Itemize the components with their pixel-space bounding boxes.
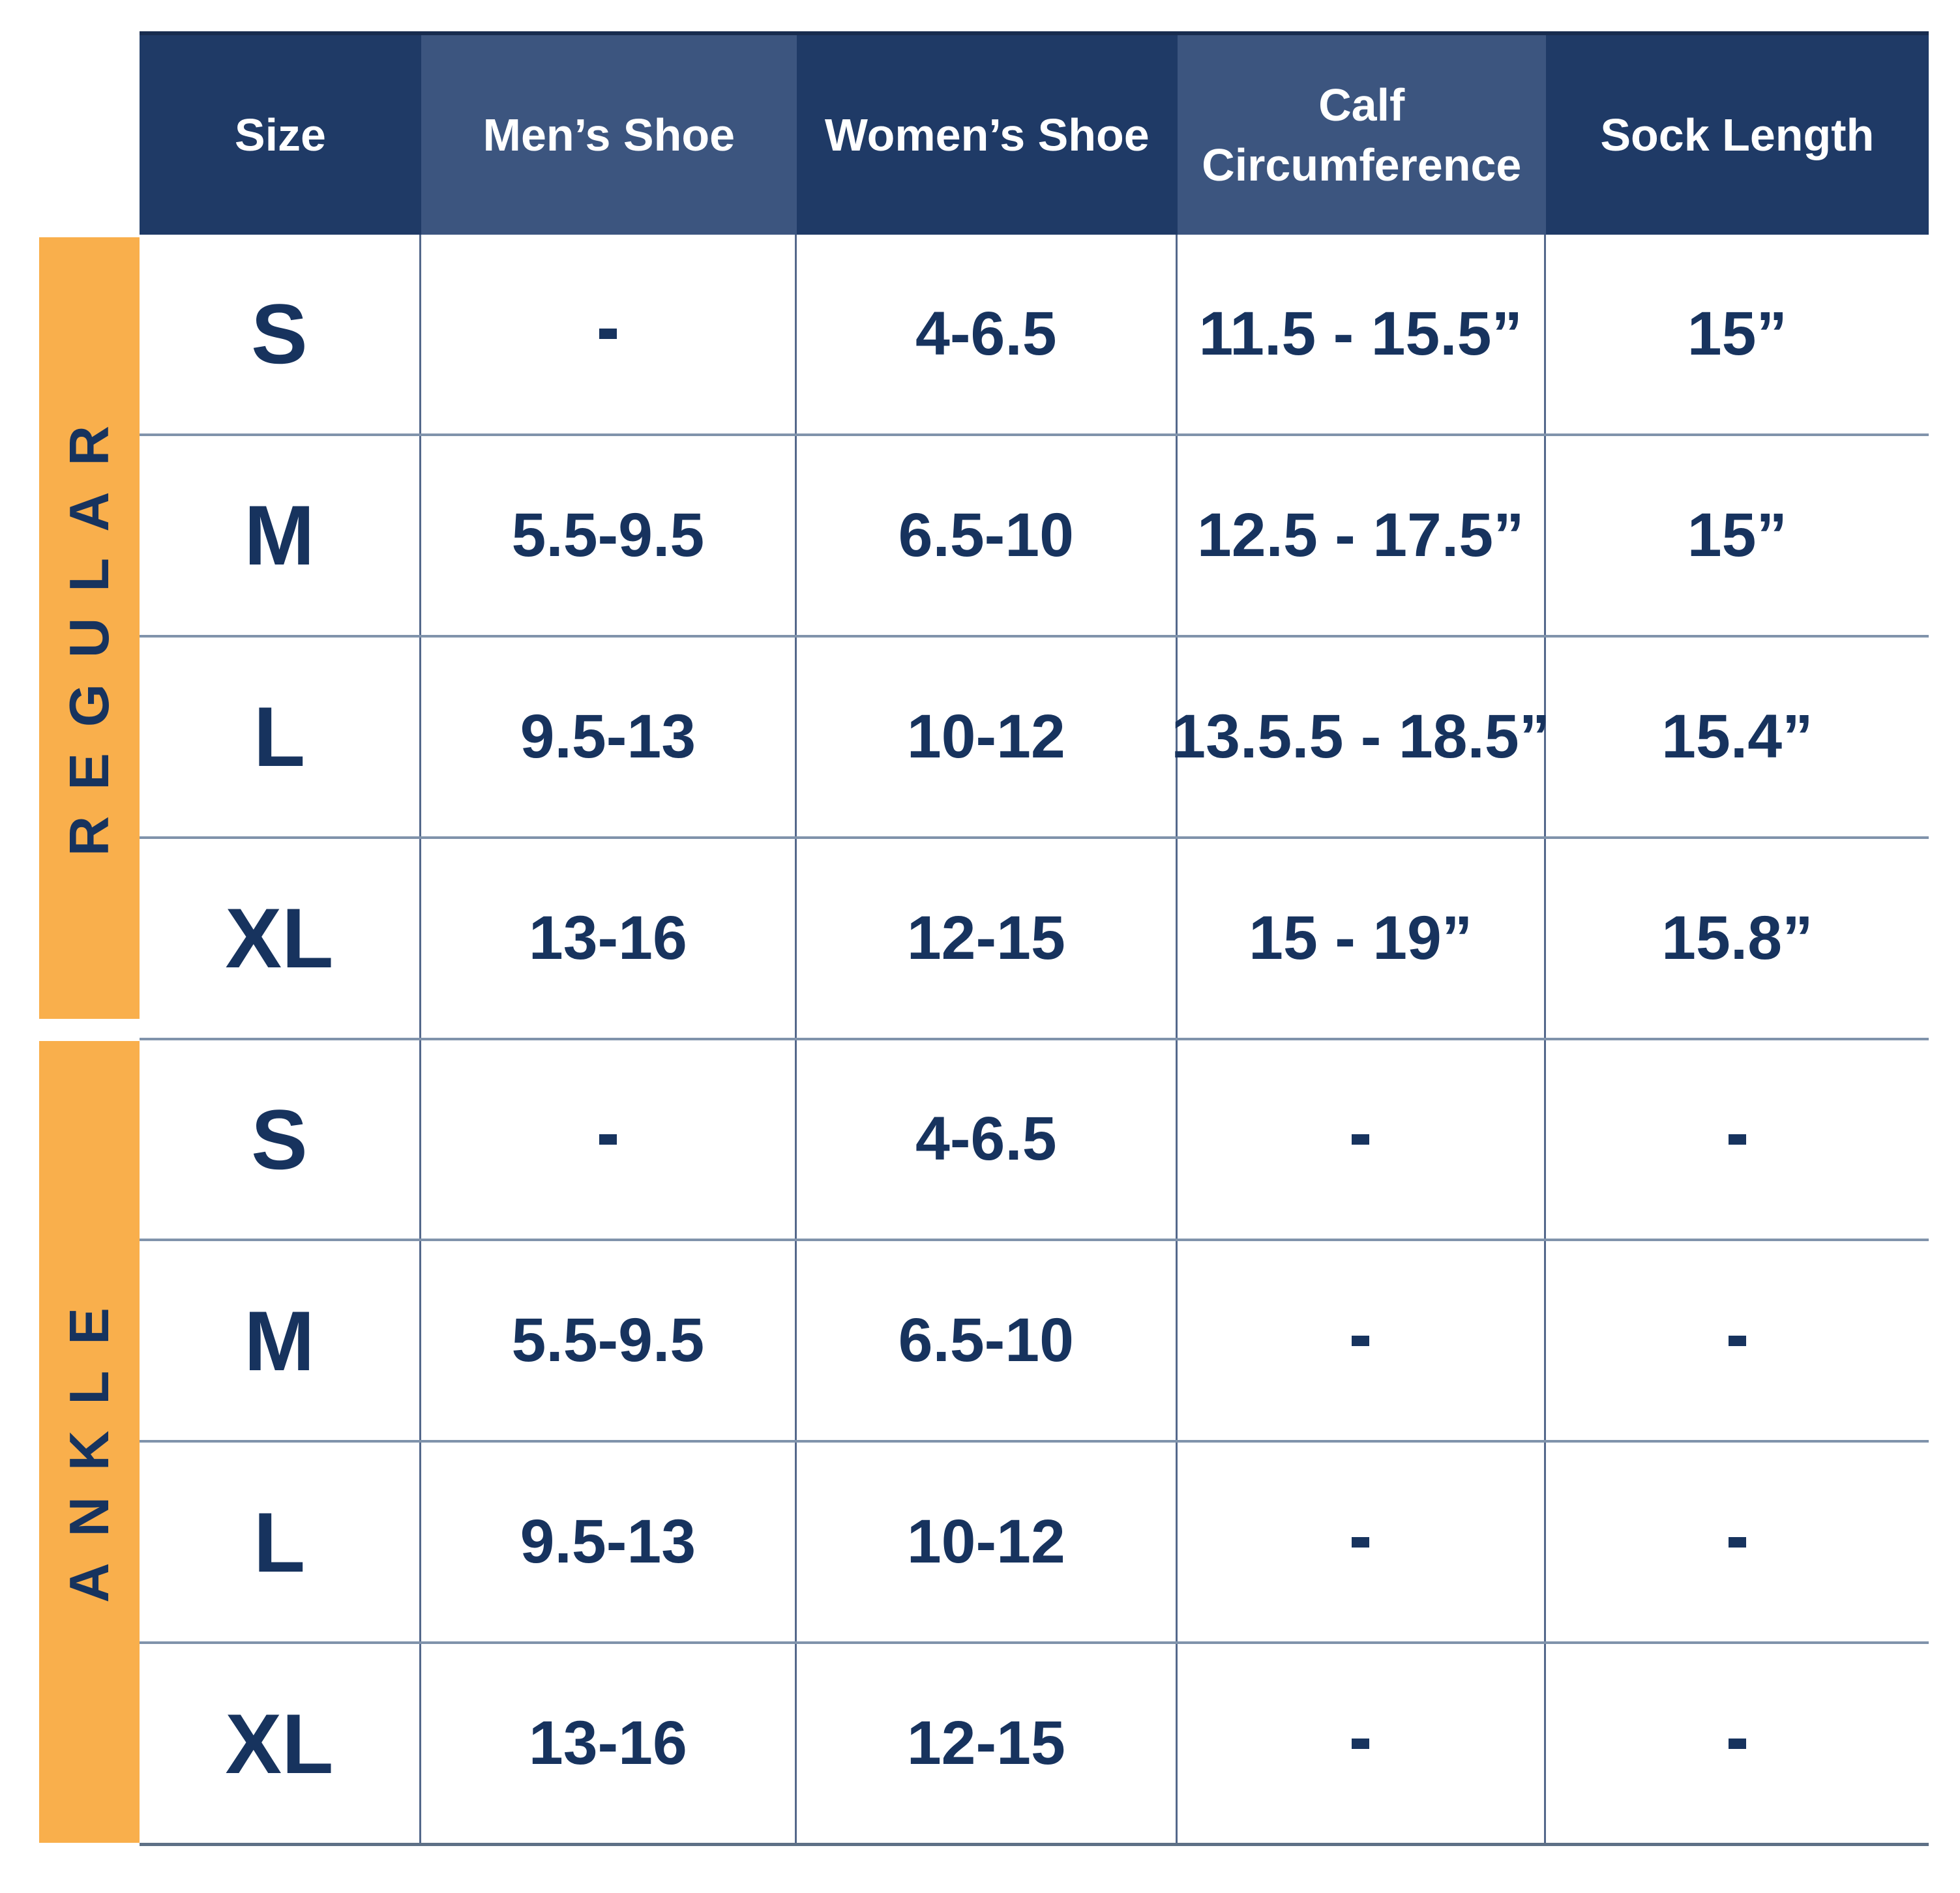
cell-calf-circumference [1178, 1443, 1546, 1642]
cell-calf-circumference [1178, 1241, 1546, 1441]
cell-mens-shoe [421, 235, 797, 433]
column-header-calf-circumference: Calf Circumference [1177, 35, 1546, 235]
cell-mens-shoe [421, 1040, 797, 1239]
ankle-section-band: ANKLE [39, 1041, 140, 1843]
cell-size: S [140, 235, 421, 433]
cell-calf-circumference: 11.5 - 15.5” [1178, 235, 1546, 433]
dash-value [1728, 1134, 1746, 1145]
table-row: S 4-6.5 11.5 - 15.5” 15” [140, 235, 1929, 436]
table-row: S 4-6.5 [140, 1040, 1929, 1242]
cell-womens-shoe: 4-6.5 [797, 1040, 1178, 1239]
cell-womens-shoe: 10-12 [797, 637, 1178, 836]
cell-sock-length [1546, 1040, 1929, 1239]
table-row: L 9.5-13 10-12 13.5.5 - 18.5” 15.4” [140, 637, 1929, 839]
cell-sock-length [1546, 1241, 1929, 1440]
cell-womens-shoe: 6.5-10 [797, 1241, 1178, 1441]
cell-size: M [140, 435, 421, 635]
column-header-mens-shoe: Men’s Shoe [421, 35, 797, 235]
cell-size: XL [140, 1644, 421, 1843]
dash-value [1728, 1335, 1746, 1346]
cell-womens-shoe: 10-12 [797, 1443, 1178, 1642]
cell-womens-shoe: 12-15 [797, 1644, 1178, 1843]
cell-womens-shoe: 4-6.5 [797, 235, 1178, 433]
ankle-section-label: ANKLE [58, 1281, 121, 1603]
cell-mens-shoe: 13-16 [421, 1644, 797, 1843]
cell-mens-shoe: 5.5-9.5 [421, 1241, 797, 1441]
table-row: XL 13-16 12-15 [140, 1644, 1929, 1843]
regular-section-label: REGULAR [58, 400, 121, 857]
table-row: M 5.5-9.5 6.5-10 12.5 - 17.5” 15” [140, 435, 1929, 638]
cell-sock-length: 15.8” [1661, 903, 1813, 973]
dash-value [1728, 1536, 1746, 1548]
column-header-sock-length: Sock Length [1545, 35, 1929, 235]
table-row: XL 13-16 12-15 15 - 19” 15.8” [140, 838, 1929, 1040]
cell-calf-circumference [1178, 1644, 1546, 1843]
dash-value [1352, 1335, 1370, 1346]
column-header-womens-shoe: Women’s Shoe [796, 35, 1178, 235]
cell-mens-shoe: 9.5-13 [421, 1443, 797, 1642]
cell-mens-shoe: 9.5-13 [421, 637, 797, 836]
dash-value [599, 329, 617, 340]
dash-value [1352, 1738, 1370, 1749]
cell-calf-circumference [1178, 1040, 1546, 1239]
table-header: Size Men’s Shoe Women’s Shoe Calf Circum… [140, 31, 1929, 235]
cell-sock-length: 15” [1687, 299, 1787, 368]
cell-womens-shoe: 12-15 [797, 838, 1178, 1038]
cell-size: L [140, 637, 421, 836]
table-body: S 4-6.5 11.5 - 15.5” 15” M 5.5-9.5 6.5-10 12.5 … [140, 235, 1929, 1846]
cell-sock-length [1546, 1644, 1929, 1843]
dash-value [1728, 1738, 1746, 1749]
cell-sock-length [1546, 1443, 1929, 1641]
cell-calf-circumference: 12.5 - 17.5” [1178, 435, 1546, 635]
dash-value [1352, 1134, 1370, 1145]
cell-mens-shoe: 5.5-9.5 [421, 435, 797, 635]
cell-calf-circumference: 15 - 19” [1178, 838, 1546, 1038]
cell-size: S [140, 1040, 421, 1239]
cell-sock-length: 15” [1687, 500, 1787, 570]
table-row: M 5.5-9.5 6.5-10 [140, 1241, 1929, 1443]
cell-size: XL [140, 838, 421, 1038]
cell-size: M [140, 1241, 421, 1441]
dash-value [599, 1134, 617, 1145]
table-row: L 9.5-13 10-12 [140, 1443, 1929, 1645]
cell-calf-circumference: 13.5.5 - 18.5” [1171, 637, 1550, 836]
cell-size: L [140, 1443, 421, 1642]
cell-mens-shoe: 13-16 [421, 838, 797, 1038]
cell-sock-length: 15.4” [1661, 701, 1813, 771]
column-header-size: Size [140, 35, 421, 235]
cell-womens-shoe: 6.5-10 [797, 435, 1178, 635]
dash-value [1352, 1536, 1370, 1548]
regular-section-band: REGULAR [39, 237, 140, 1019]
